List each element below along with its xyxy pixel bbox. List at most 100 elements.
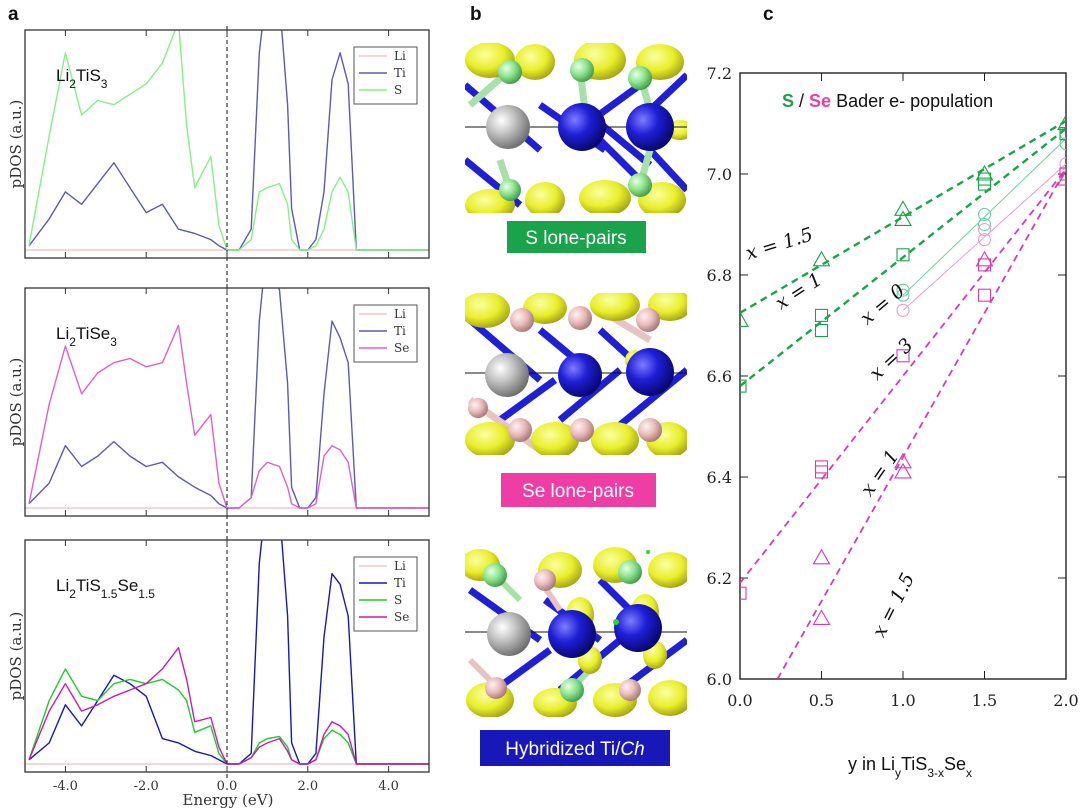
fit-line-s <box>740 119 1066 314</box>
legend-entry-se: Se <box>394 341 409 355</box>
fit-line-se <box>740 168 1066 584</box>
panel-label-c: c <box>763 4 774 25</box>
fit-label: x = 1.5 <box>743 223 815 264</box>
panel-b-structures: S lone-pairs <box>465 43 687 766</box>
pdos-series-se <box>28 324 429 509</box>
legend-entry-s: S <box>394 593 402 607</box>
bader-title-rest: Bader e- population <box>831 91 993 111</box>
pdos-legend: Li Ti Se <box>353 304 418 363</box>
structure-s-lone-pairs <box>465 43 687 213</box>
bader-ytick-label: 6.0 <box>707 670 732 689</box>
panel-label-b: b <box>470 4 482 25</box>
fit-label: x = 1 <box>772 268 827 314</box>
badge-hybridized-text: Hybridized Ti/Ch <box>505 739 644 760</box>
bader-xlabel-y: y <box>895 766 901 780</box>
bader-xlabel-x: x <box>966 766 972 780</box>
structure-hybridized <box>465 545 687 717</box>
bader-xtick-label: 0.5 <box>809 691 834 710</box>
pdos-series-ti <box>28 288 429 509</box>
marker-triangle <box>894 210 912 226</box>
fit-label: x = 3 <box>865 334 917 385</box>
bader-xlabel: y in LiyTiS3-xSex <box>848 754 972 780</box>
marker-circle <box>977 207 992 221</box>
marker-square <box>814 308 829 322</box>
marker-triangle <box>812 548 831 565</box>
bader-xlabel-se: Se <box>944 754 966 774</box>
marker-circle <box>896 288 910 302</box>
badge-se-lone-pairs-text: Se lone-pairs <box>522 481 634 502</box>
pdos-plot-2: pDOS (a.u.) Li2TiSe3 Li Ti Se <box>7 284 430 546</box>
fit-line-se <box>776 168 1066 679</box>
compound-label: Li2TiSe3 <box>56 324 117 349</box>
structure-se-lone-pairs <box>465 293 687 455</box>
bader-xtick-label: 1.0 <box>890 691 915 710</box>
marker-circle <box>896 283 910 297</box>
marker-triangle <box>740 311 749 327</box>
bader-xtick-label: 0.0 <box>727 691 752 710</box>
badge-se-lone-pairs <box>501 473 656 507</box>
marker-square <box>977 172 992 186</box>
pdos-legend: Li Ti S <box>353 46 418 105</box>
fit-label: x = 1.5 <box>868 569 919 640</box>
bader-ytick-label: 6.4 <box>707 468 732 487</box>
marker-triangle <box>894 452 912 469</box>
bader-xlabel-pre: y in Li <box>848 754 895 774</box>
marker-triangle <box>894 462 912 479</box>
marker-square <box>814 323 829 338</box>
pdos-series-se <box>28 647 429 765</box>
pdos-ylabel: pDOS (a.u.) <box>7 612 25 701</box>
bader-ytick-label: 7.0 <box>707 165 732 184</box>
bader-title-s: S <box>782 91 794 111</box>
marker-square <box>814 465 829 479</box>
bader-ytick-label: 6.2 <box>707 569 732 588</box>
pdos-xtick-label: 2.0 <box>297 779 318 794</box>
marker-square <box>1059 167 1066 181</box>
pdos-series-ti <box>28 30 429 251</box>
pdos-series-s <box>28 668 429 765</box>
marker-square <box>1059 127 1066 141</box>
marker-square <box>740 586 747 600</box>
pdos-xlabel: Energy (eV) <box>183 791 274 809</box>
pdos-legend: Li Ti S Se <box>353 556 418 632</box>
bader-xtick-label: 1.5 <box>972 691 997 710</box>
compound-label: Li2TiS3 <box>56 66 108 91</box>
bader-title-se: Se <box>809 91 831 111</box>
fit-line-se <box>902 163 1066 311</box>
marker-square <box>740 379 747 393</box>
marker-triangle <box>975 250 994 267</box>
fit-line-s <box>740 127 1066 388</box>
marker-triangle <box>812 250 831 267</box>
bader-xlabel-mid: TiS <box>901 754 927 774</box>
bader-xtick-label: 2.0 <box>1053 691 1078 710</box>
bader-ytick-label: 7.2 <box>707 64 732 83</box>
bader-title: S / Se Bader e- population <box>782 91 993 111</box>
pdos-ylabel: pDOS (a.u.) <box>7 358 25 447</box>
bader-title-slash: / <box>794 91 809 111</box>
marker-square <box>814 460 829 474</box>
marker-square <box>896 248 910 262</box>
pdos-series-ti <box>28 540 429 765</box>
marker-triangle <box>812 609 831 625</box>
pdos-plot-1: pDOS (a.u.) Li2TiS3 Li Ti S <box>7 26 430 288</box>
legend-entry-ti: Ti <box>394 66 406 80</box>
marker-triangle <box>975 164 994 181</box>
legend-entry-ti: Ti <box>394 576 406 590</box>
panel-c-bader: 6.0 6.2 6.4 6.6 6.8 7.0 7.2 0.0 0.5 1.0 1.5 2.0 x = … <box>707 64 1079 710</box>
marker-circle <box>977 223 992 237</box>
badge-hybridized-italic: Ch <box>620 739 644 760</box>
legend-entry-li: Li <box>394 49 406 63</box>
bader-xlabel-sub: 3-x <box>927 766 944 780</box>
marker-circle <box>977 233 992 247</box>
bader-ytick-label: 6.6 <box>707 367 732 386</box>
pdos-xtick-label: -2.0 <box>134 779 159 794</box>
marker-square <box>977 258 992 272</box>
legend-entry-ti: Ti <box>394 324 406 338</box>
marker-circle <box>1059 137 1066 151</box>
pdos-xtick-label: -4.0 <box>53 779 78 794</box>
badge-hybridized <box>480 730 670 766</box>
fit-line-s <box>902 138 1066 296</box>
pdos-series-s <box>28 30 429 251</box>
marker-triangle <box>894 200 912 216</box>
